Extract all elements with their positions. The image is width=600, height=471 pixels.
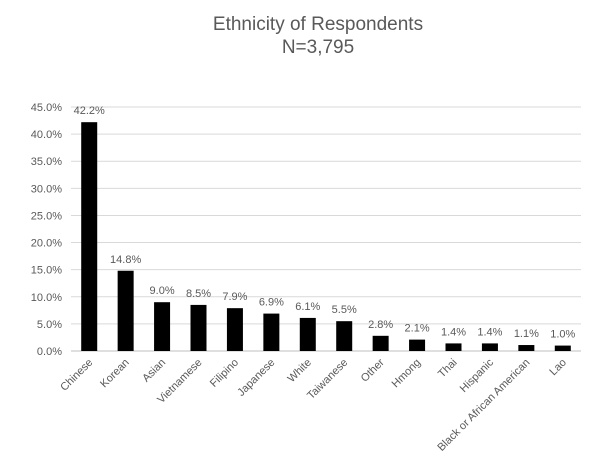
category-label: Thai xyxy=(436,357,460,381)
chart-title: Ethnicity of Respondents xyxy=(213,14,423,35)
data-label: 6.9% xyxy=(259,297,284,309)
bar-vietnamese xyxy=(190,304,207,351)
data-label: 42.2% xyxy=(74,105,105,117)
bar-thai xyxy=(445,343,462,351)
y-tick-label: 5.0% xyxy=(37,319,62,331)
y-tick-label: 35.0% xyxy=(31,156,62,168)
y-tick-label: 10.0% xyxy=(31,292,62,304)
y-tick-label: 40.0% xyxy=(31,129,62,141)
bar-other xyxy=(372,335,389,351)
bar-lao xyxy=(554,345,571,351)
data-label: 1.0% xyxy=(550,329,575,341)
data-label: 2.8% xyxy=(368,319,393,331)
y-tick-label: 45.0% xyxy=(31,102,62,114)
category-label: Hmong xyxy=(390,357,424,391)
y-tick-label: 20.0% xyxy=(31,238,62,250)
data-label: 14.8% xyxy=(110,254,141,266)
bar-taiwanese xyxy=(336,321,353,351)
bar-hispanic xyxy=(481,343,498,351)
category-label: Asian xyxy=(140,357,168,385)
category-label: Japanese xyxy=(235,357,277,399)
gridlines xyxy=(71,106,581,352)
bars xyxy=(81,122,571,351)
bar-hmong xyxy=(409,339,426,351)
data-label: 7.9% xyxy=(222,291,247,303)
category-label: Chinese xyxy=(58,357,95,394)
chart-subtitle: N=3,795 xyxy=(282,37,354,58)
y-tick-label: 25.0% xyxy=(31,210,62,222)
data-label: 9.0% xyxy=(150,285,175,297)
y-tick-label: 0.0% xyxy=(37,346,62,358)
category-label: Other xyxy=(359,356,387,384)
bar-korean xyxy=(117,270,134,351)
bar-filipino xyxy=(226,308,243,351)
data-label: 1.4% xyxy=(441,326,466,338)
bar-white xyxy=(299,317,316,351)
data-label: 6.1% xyxy=(295,301,320,313)
data-label: 8.5% xyxy=(186,288,211,300)
y-tick-label: 30.0% xyxy=(31,183,62,195)
category-label: Filipino xyxy=(208,357,241,390)
bar-chinese xyxy=(81,122,98,351)
data-label: 2.1% xyxy=(405,323,430,335)
bar-black-or-african-american xyxy=(518,345,535,351)
category-label: Korean xyxy=(98,357,132,391)
bar-asian xyxy=(154,302,171,351)
data-label: 5.5% xyxy=(332,304,357,316)
category-label: Lao xyxy=(547,357,568,378)
bar-japanese xyxy=(263,313,280,351)
y-axis: 0.0% 5.0% 10.0% 15.0% 20.0% 25.0% 30.0% 35.0% 40… xyxy=(31,102,62,358)
data-label: 1.4% xyxy=(477,326,502,338)
y-tick-label: 15.0% xyxy=(31,265,62,277)
category-label: White xyxy=(286,357,314,385)
data-labels: 42.2% 14.8% 9.0% 8.5% 7.9% 6.9% 6.1% 5.5% 2.8% 2.… xyxy=(74,105,576,340)
data-label: 1.1% xyxy=(514,328,539,340)
